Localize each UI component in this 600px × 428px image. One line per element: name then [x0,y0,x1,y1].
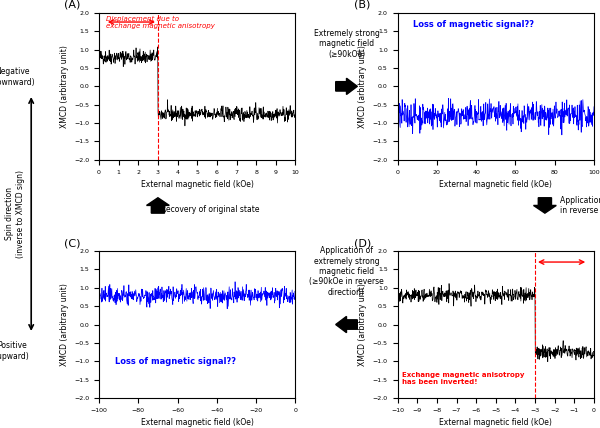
X-axis label: External magnetic field (kOe): External magnetic field (kOe) [439,180,552,189]
Y-axis label: XMCD (arbitrary unit): XMCD (arbitrary unit) [59,45,68,128]
Text: Extremely strong
magnetic field
(≥90kOe): Extremely strong magnetic field (≥90kOe) [314,29,379,59]
Y-axis label: XMCD (arbitrary unit): XMCD (arbitrary unit) [358,283,367,366]
Text: Application of magnetic field
in reverse direction: Application of magnetic field in reverse… [560,196,600,215]
Text: Negative
(downward): Negative (downward) [0,67,35,87]
Y-axis label: XMCD (arbitrary unit): XMCD (arbitrary unit) [358,45,367,128]
X-axis label: External magnetic field (kOe): External magnetic field (kOe) [141,418,254,427]
Text: Positive
(upward): Positive (upward) [0,341,29,361]
Text: Exchange magnetic anisotropy
has been inverted!: Exchange magnetic anisotropy has been in… [401,372,524,385]
X-axis label: External magnetic field (kOe): External magnetic field (kOe) [439,418,552,427]
Text: (B): (B) [355,0,371,10]
Text: Loss of magnetic signal??: Loss of magnetic signal?? [413,20,534,29]
Text: Displacement due to
exchange magnetic anisotropy: Displacement due to exchange magnetic an… [106,16,215,29]
Text: (D): (D) [355,238,371,248]
Text: (C): (C) [64,238,80,248]
Text: Loss of magnetic signal??: Loss of magnetic signal?? [115,357,236,366]
Text: Application of
extremely strong
magnetic field
(≥90kOe in reverse
direction): Application of extremely strong magnetic… [309,246,384,297]
Text: Recovery of original state: Recovery of original state [161,205,259,214]
X-axis label: External magnetic field (kOe): External magnetic field (kOe) [141,180,254,189]
Text: (A): (A) [64,0,80,10]
Y-axis label: XMCD (arbitrary unit): XMCD (arbitrary unit) [59,283,68,366]
Text: Spin direction
(inverse to XMCD sign): Spin direction (inverse to XMCD sign) [5,170,25,258]
